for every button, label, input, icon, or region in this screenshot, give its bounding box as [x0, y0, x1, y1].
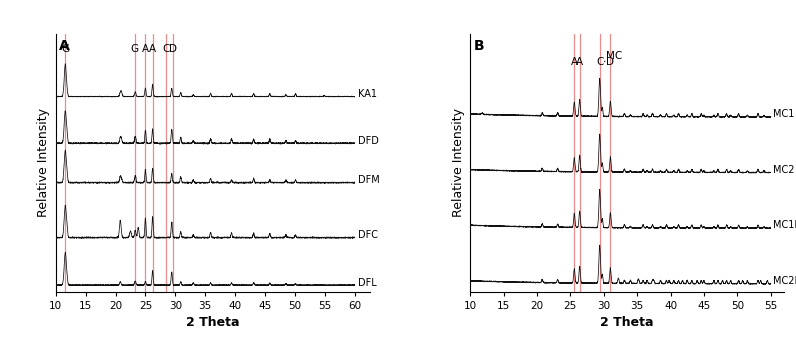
X-axis label: 2 Theta: 2 Theta: [186, 316, 240, 329]
Text: MC1F: MC1F: [773, 220, 796, 230]
Text: DFL: DFL: [357, 277, 377, 287]
Text: KA1: KA1: [357, 89, 377, 99]
Text: G: G: [131, 44, 139, 54]
Text: G: G: [61, 44, 69, 54]
Text: A: A: [149, 44, 156, 54]
Y-axis label: Relative Intensity: Relative Intensity: [451, 108, 465, 217]
Text: DFM: DFM: [357, 175, 380, 186]
Text: C: C: [596, 57, 603, 67]
Text: MC2: MC2: [773, 165, 794, 175]
X-axis label: 2 Theta: 2 Theta: [600, 316, 654, 329]
Text: A: A: [59, 39, 69, 54]
Text: DFD: DFD: [357, 136, 379, 146]
Y-axis label: Relative Intensity: Relative Intensity: [37, 108, 50, 217]
Text: A: A: [142, 44, 149, 54]
Text: MC2F: MC2F: [773, 276, 796, 286]
Text: D: D: [607, 57, 615, 67]
Text: A: A: [576, 57, 583, 67]
Text: A: A: [571, 57, 578, 67]
Text: C: C: [162, 44, 170, 54]
Text: MC: MC: [606, 51, 622, 61]
Text: D: D: [169, 44, 177, 54]
Text: MC1: MC1: [773, 109, 794, 119]
Text: B: B: [474, 39, 484, 54]
Text: DFC: DFC: [357, 230, 377, 240]
